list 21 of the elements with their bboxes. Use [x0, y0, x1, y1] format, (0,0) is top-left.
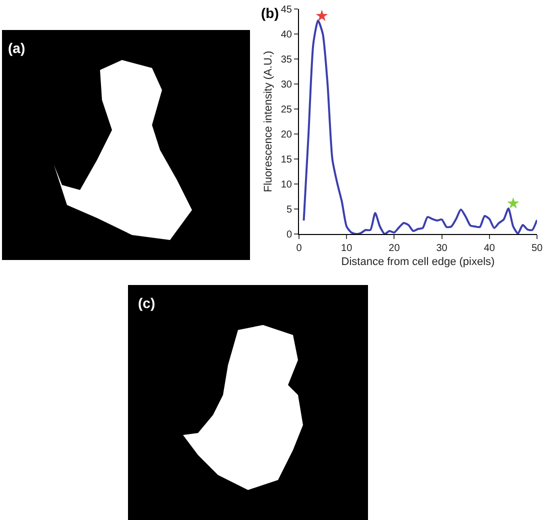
- x-tick-label: 0: [296, 243, 302, 254]
- y-tick-label: 45: [280, 4, 292, 16]
- y-tick-label: 15: [280, 154, 292, 166]
- x-axis-title: Distance from cell edge (pixels): [341, 256, 495, 268]
- text: (c): [138, 295, 156, 311]
- y-tick-label: 20: [280, 130, 292, 140]
- y-tick-label: 25: [280, 104, 292, 116]
- x-tick-label: 30: [436, 243, 448, 254]
- text: (b): [261, 5, 279, 21]
- y-tick-label: 10: [280, 180, 292, 190]
- y-tick-label: 30: [280, 80, 292, 90]
- y-tick-label: 5: [286, 204, 292, 216]
- x-tick-label: 50: [531, 243, 543, 254]
- x-tick-label: 10: [341, 243, 353, 254]
- y-axis-title: Fluorescence intensity (A.U.): [262, 50, 275, 192]
- y-tick-label: 40: [280, 30, 292, 40]
- x-tick-label: 40: [484, 243, 496, 254]
- x-tick-label: 20: [388, 243, 400, 254]
- y-tick-label: 35: [280, 54, 292, 66]
- y-tick-label: 0: [286, 230, 292, 240]
- text: (a): [8, 40, 26, 56]
